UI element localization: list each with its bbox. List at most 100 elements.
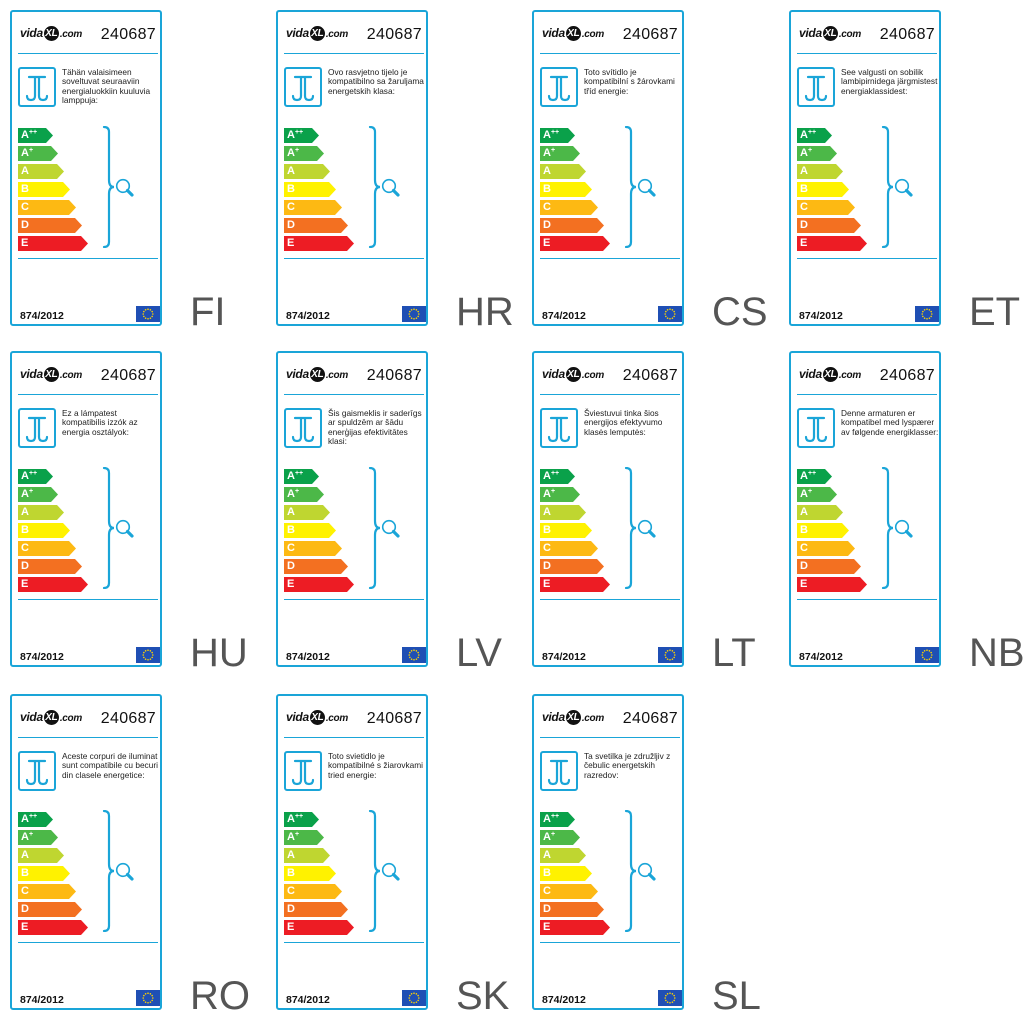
- energy-class-arrow: A++: [797, 469, 833, 484]
- divider: [18, 394, 158, 395]
- energy-class-label: E: [800, 237, 808, 249]
- language-code: HR: [456, 290, 514, 334]
- class-bracket: [102, 810, 115, 932]
- language-code: FI: [190, 290, 226, 334]
- energy-class-arrow: B: [284, 866, 337, 881]
- energy-class-arrow: C: [284, 200, 343, 215]
- energy-class-arrow: A++: [18, 128, 54, 143]
- energy-class-arrow: E: [540, 236, 611, 251]
- divider: [284, 53, 424, 54]
- label-header: vida XL .com 240687: [286, 365, 422, 387]
- energy-class-arrow: A: [18, 505, 65, 520]
- divider: [797, 394, 937, 395]
- divider: [284, 599, 424, 600]
- label-header: vida XL .com 240687: [20, 24, 156, 46]
- compatibility-text: Ta svetilka je združljiv z čebulic energ…: [584, 751, 671, 780]
- energy-class-label: A+: [287, 147, 300, 159]
- energy-class-label: D: [543, 903, 551, 915]
- eu-flag-icon: [136, 647, 160, 663]
- luminaire-icon: [284, 408, 322, 448]
- eu-flag-icon: [136, 306, 160, 322]
- compatibility-text: Ovo rasvjetno tijelo je kompatibilno sa …: [328, 67, 424, 96]
- energy-class-label: A: [21, 506, 29, 518]
- energy-class-arrow: D: [284, 218, 349, 233]
- product-number: 240687: [100, 710, 156, 727]
- energy-class-arrow: B: [540, 523, 593, 538]
- energy-class-label: A: [21, 165, 29, 177]
- energy-class-arrow: D: [797, 559, 862, 574]
- energy-class-arrow: A+: [797, 146, 838, 161]
- energy-class-label: A+: [543, 147, 556, 159]
- eu-flag-icon: [658, 990, 682, 1006]
- regulation-number: 874/2012: [542, 310, 586, 322]
- energy-class-label: A++: [543, 470, 560, 482]
- eu-flag-icon: [402, 306, 426, 322]
- language-code: CS: [712, 290, 768, 334]
- compatibility-text: Toto svietidlo je kompatibilné s žiarovk…: [328, 751, 423, 780]
- regulation-number: 874/2012: [286, 310, 330, 322]
- divider: [797, 599, 937, 600]
- energy-label-card: vida XL .com 240687 Šviestuvui tinka šios en…: [532, 351, 684, 667]
- energy-class-arrow: C: [18, 884, 77, 899]
- regulation-number: 874/2012: [799, 651, 843, 663]
- energy-class-arrow: C: [18, 541, 77, 556]
- class-bracket: [624, 810, 637, 932]
- energy-class-label: C: [543, 885, 551, 897]
- energy-class-arrow: A++: [284, 469, 320, 484]
- vidaxl-logo: vida XL .com: [286, 710, 348, 725]
- compatibility-text: Šis gaismeklis ir saderīgs ar spuldzēm a…: [328, 408, 422, 446]
- energy-class-arrow: A: [797, 505, 844, 520]
- regulation-number: 874/2012: [542, 651, 586, 663]
- energy-class-arrow: E: [797, 236, 868, 251]
- energy-class-label: C: [287, 885, 295, 897]
- energy-class-label: C: [800, 201, 808, 213]
- energy-class-arrow: A++: [18, 812, 54, 827]
- energy-class-label: B: [800, 524, 808, 536]
- energy-class-arrow: A: [797, 164, 844, 179]
- energy-class-label: A: [287, 849, 295, 861]
- energy-class-arrow: E: [18, 577, 89, 592]
- energy-class-label: A: [800, 506, 808, 518]
- eu-flag-icon: [915, 306, 939, 322]
- energy-class-arrow: E: [284, 920, 355, 935]
- divider: [797, 53, 937, 54]
- luminaire-icon: [18, 67, 56, 107]
- energy-class-label: E: [21, 921, 29, 933]
- energy-class-label: A+: [287, 488, 300, 500]
- label-header: vida XL .com 240687: [542, 708, 678, 730]
- energy-class-label: E: [287, 921, 295, 933]
- product-number: 240687: [366, 367, 422, 384]
- energy-class-label: C: [21, 542, 29, 554]
- luminaire-icon: [18, 751, 56, 791]
- energy-class-arrow: E: [540, 577, 611, 592]
- energy-class-label: A+: [21, 831, 34, 843]
- energy-class-label: E: [287, 578, 295, 590]
- energy-class-label: A: [543, 165, 551, 177]
- energy-class-label: C: [287, 201, 295, 213]
- label-header: vida XL .com 240687: [286, 708, 422, 730]
- bulb-icon: [894, 519, 913, 538]
- energy-class-label: D: [287, 219, 295, 231]
- energy-class-arrow: A+: [284, 487, 325, 502]
- bulb-icon: [894, 178, 913, 197]
- vidaxl-logo: vida XL .com: [20, 710, 82, 725]
- vidaxl-logo: vida XL .com: [20, 26, 82, 41]
- energy-class-label: E: [800, 578, 808, 590]
- energy-class-arrow: C: [284, 541, 343, 556]
- bulb-icon: [381, 862, 400, 881]
- bulb-icon: [637, 178, 656, 197]
- vidaxl-logo: vida XL .com: [542, 710, 604, 725]
- class-bracket: [102, 467, 115, 589]
- energy-label-card: vida XL .com 240687 Toto svietidlo je kompat…: [276, 694, 428, 1010]
- regulation-number: 874/2012: [20, 651, 64, 663]
- energy-class-arrow: D: [797, 218, 862, 233]
- vidaxl-logo: vida XL .com: [799, 26, 861, 41]
- vidaxl-logo: vida XL .com: [799, 367, 861, 382]
- energy-class-arrow: D: [284, 559, 349, 574]
- luminaire-icon: [284, 751, 322, 791]
- energy-label-card: vida XL .com 240687 Aceste corpuri de ilumin…: [10, 694, 162, 1010]
- energy-class-label: A+: [287, 831, 300, 843]
- energy-class-label: A++: [287, 129, 304, 141]
- label-header: vida XL .com 240687: [799, 365, 935, 387]
- energy-class-arrow: C: [540, 884, 599, 899]
